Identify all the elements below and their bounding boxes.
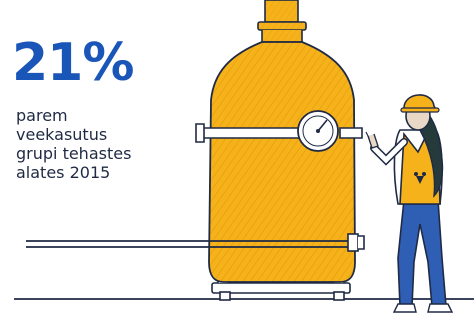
worker-figure	[365, 94, 454, 313]
pressure-gauge-icon	[297, 110, 339, 152]
lower-pipe	[26, 233, 365, 252]
tank-body	[208, 41, 356, 283]
stat-caption: parem veekasutus grupi tehastes alates 2…	[16, 106, 132, 182]
upper-pipe	[195, 123, 363, 143]
vest-logo-icon	[414, 172, 426, 184]
stat-value: 21%	[12, 33, 134, 93]
statistic-block: 21% parem veekasutus grupi tehastes alat…	[12, 34, 182, 182]
worker-pants	[397, 199, 447, 307]
tank-neck	[257, 0, 307, 43]
